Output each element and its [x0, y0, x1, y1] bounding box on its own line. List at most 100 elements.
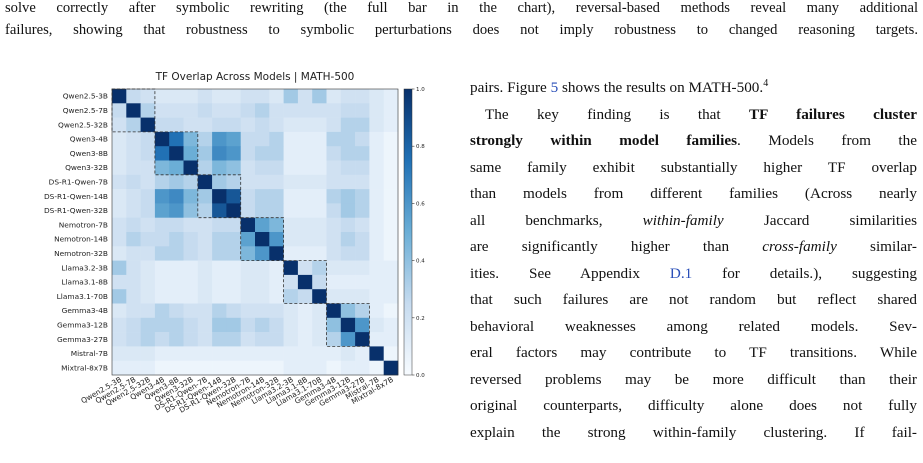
heatmap-cell	[326, 303, 342, 319]
plot-frame	[111, 88, 399, 376]
heatmap-cell	[326, 89, 342, 104]
heatmap-cell	[312, 174, 327, 190]
heatmap-cell	[226, 317, 241, 333]
figure: TF Overlap Across Models | MATH-500 Qwen…	[44, 71, 425, 415]
reference-link[interactable]: D.1	[669, 264, 693, 282]
heatmap-cell	[197, 217, 213, 233]
heatmap-cell	[312, 103, 327, 118]
text-run: similar-	[836, 238, 917, 255]
heatmap-cell	[255, 174, 270, 190]
heatmap-cell	[154, 174, 170, 190]
heatmap-cell	[326, 360, 342, 376]
heatmap-cell	[240, 289, 256, 304]
reference-link[interactable]: 5	[550, 79, 559, 96]
heatmap-cell	[112, 189, 127, 204]
heatmap-cell	[240, 203, 256, 218]
heatmap-cell	[340, 160, 356, 176]
colorbar-tick-label: 0.4	[416, 259, 425, 265]
heatmap-cell	[126, 117, 141, 133]
y-tick-label: Mistral-7B	[71, 349, 108, 358]
heatmap-cell	[255, 274, 270, 290]
heatmap-cell	[140, 232, 156, 247]
heatmap-cell	[355, 360, 370, 376]
heatmap-cell	[355, 232, 370, 247]
text-line: original counterparts, difficulty alone …	[470, 396, 917, 416]
heatmap-cell	[283, 346, 299, 361]
heatmap-cell	[169, 117, 184, 133]
text-run: pairs. Figure	[470, 79, 551, 96]
heatmap-cell	[183, 117, 199, 133]
heatmap-cell	[112, 203, 127, 218]
heatmap-cell	[126, 274, 141, 290]
heatmap-cell	[126, 260, 141, 276]
heatmap-cell	[226, 131, 241, 147]
heatmap-cell	[283, 160, 299, 176]
heatmap-cell	[326, 131, 342, 147]
heatmap-cell	[183, 260, 199, 276]
heatmap-cell	[226, 289, 241, 304]
heatmap-cell	[169, 232, 184, 247]
heatmap-cell	[126, 174, 141, 190]
heatmap-cell	[183, 160, 199, 176]
heatmap-cell	[197, 131, 213, 147]
heatmap-cell	[183, 89, 199, 104]
heatmap-cell	[169, 217, 184, 233]
heatmap-cell	[197, 289, 213, 304]
heatmap-cell	[326, 146, 342, 161]
heatmap-cell	[212, 260, 227, 276]
heatmap-cell	[197, 117, 213, 133]
heatmap-cell	[154, 317, 170, 333]
heatmap-cell	[140, 332, 156, 347]
heatmap-cell	[340, 117, 356, 133]
heatmap-cell	[312, 203, 327, 218]
heatmap-cell	[255, 332, 270, 347]
heatmap-cell	[369, 203, 384, 218]
y-tick-label: Llama3.1-70B	[57, 292, 108, 301]
text-line: The key finding is that TF failures clus…	[485, 105, 917, 125]
heatmap-cell	[154, 89, 170, 104]
heatmap-cell	[112, 317, 127, 333]
heatmap-cell	[183, 246, 199, 261]
heatmap-cell	[326, 260, 342, 276]
heatmap-cell	[212, 360, 227, 376]
heatmap-cell	[140, 303, 156, 319]
heatmap-cell	[126, 232, 141, 247]
heatmap-cell	[126, 189, 141, 204]
heatmap-cell	[312, 303, 327, 319]
heatmap-cell	[340, 203, 356, 218]
heatmap-cell	[226, 160, 241, 176]
heatmap-cell	[326, 332, 342, 347]
heatmap-cell	[312, 89, 327, 104]
heatmap-cell	[283, 117, 299, 133]
heatmap-cell	[226, 117, 241, 133]
colorbar-tick-label: 0.8	[416, 144, 425, 150]
y-tick-label: Nemotron-32B	[54, 249, 108, 258]
heatmap-cell	[383, 303, 399, 319]
heatmap-cell	[112, 274, 127, 290]
heatmap-cell	[183, 317, 199, 333]
heatmap-cell	[340, 317, 356, 333]
heatmap-cell	[240, 89, 256, 104]
y-tick-label: Qwen3-32B	[65, 163, 108, 172]
heatmap-cell	[383, 360, 399, 376]
heatmap-cell	[297, 174, 313, 190]
heatmap-cell	[355, 260, 370, 276]
heatmap-cell	[355, 174, 370, 190]
heatmap-cell	[212, 232, 227, 247]
text-run: explain the strong within-family cluster…	[470, 423, 917, 441]
text-run: behavioral weaknesses among related mode…	[470, 317, 917, 335]
text-run: The key finding is that	[485, 105, 749, 123]
heatmap-cell	[112, 232, 127, 247]
heatmap-cell	[183, 146, 199, 161]
text-run: . Models from the	[737, 132, 917, 149]
heatmap-cell	[297, 360, 313, 376]
heatmap-cell	[112, 217, 127, 233]
heatmap-cell	[112, 131, 127, 147]
heatmap-cell	[154, 103, 170, 118]
heatmap-cell	[269, 203, 284, 218]
heatmap-cell	[369, 274, 384, 290]
heatmap-cell	[169, 260, 184, 276]
y-tick-label: Nemotron-14B	[54, 235, 108, 244]
heatmap-cell	[369, 260, 384, 276]
heatmap-cell	[226, 260, 241, 276]
